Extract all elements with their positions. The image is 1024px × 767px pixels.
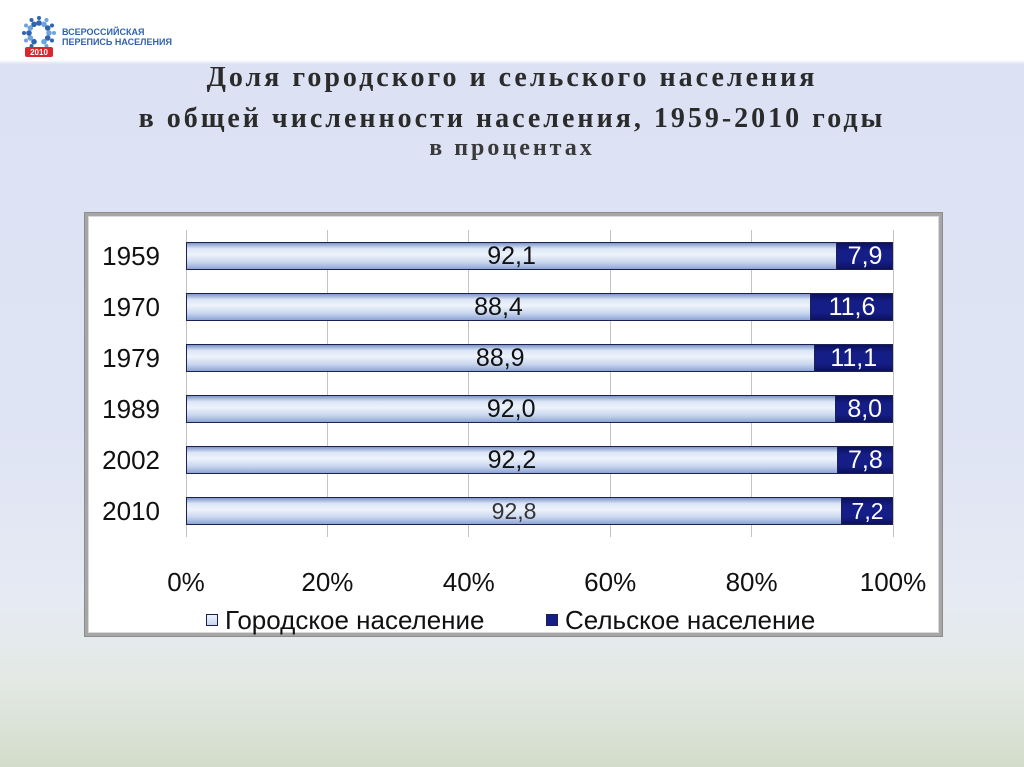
legend-label-rural: Сельское население (565, 605, 816, 635)
gridline (326, 230, 328, 537)
bar-rural (837, 241, 893, 270)
category-label: 1959 (102, 240, 160, 271)
logo-year-badge: 2010 (30, 48, 48, 57)
x-tick-label: 20% (301, 567, 354, 597)
chart-title-line-2: в общей численности населения, 1959-2010… (138, 103, 886, 134)
bar-rural (810, 292, 893, 321)
legend-marker-rural (546, 614, 558, 626)
data-label-urban: 88,4 (474, 292, 523, 321)
legend-item-urban: Городское население (206, 604, 485, 636)
logo-text-line-2: ПЕРЕПИСЬ НАСЕЛЕНИЯ (62, 37, 172, 47)
data-label-urban: 88,9 (475, 343, 525, 372)
bar-rural (842, 497, 893, 526)
gridline (468, 230, 470, 537)
x-tick-label: 60% (584, 567, 637, 597)
legend-label-urban: Городское население (225, 605, 485, 635)
bar-urban (186, 292, 811, 321)
category-label: 2002 (102, 445, 160, 476)
chart-subtitle: в процентах (429, 135, 595, 161)
logo-text-line-1: ВСЕРОССИЙСКАЯ (62, 27, 145, 37)
bar-urban (186, 446, 838, 475)
data-label-rural: 11,6 (828, 292, 876, 321)
x-tick-label: 40% (442, 567, 495, 597)
gridline (609, 230, 611, 537)
bar-rural (814, 343, 893, 372)
data-label-rural: 7,2 (851, 498, 884, 525)
category-label: 1989 (102, 394, 160, 425)
data-label-rural: 7,9 (847, 241, 883, 270)
category-label: 2010 (102, 496, 160, 527)
category-label: 1979 (102, 342, 160, 373)
data-label-rural: 7,8 (848, 446, 883, 475)
logo-text: ВСЕРОССИЙСКАЯ ПЕРЕПИСЬ НАСЕЛЕНИЯ (62, 27, 172, 47)
legend-item-rural: Сельское население (546, 604, 815, 636)
bar-rural (837, 446, 893, 475)
bar-urban (186, 497, 843, 526)
bar-rural (836, 395, 893, 424)
x-tick-label: 100% (859, 567, 927, 597)
x-tick-label: 80% (725, 567, 778, 597)
gridline (892, 230, 894, 537)
gridline (751, 230, 753, 537)
bar-urban (186, 395, 837, 424)
legend-marker-urban (206, 614, 218, 626)
gridline (185, 230, 187, 537)
data-label-rural: 8,0 (847, 395, 883, 424)
data-label-rural: 11,1 (830, 343, 878, 372)
chart-title-line-1: Доля городского и сельского населения (206, 62, 818, 93)
data-label-urban: 92,1 (487, 241, 536, 270)
chart-frame: 0% 20% 40% 60% 80% 100% 1959 92,1 7,9 1970 88,4 11,… (85, 213, 942, 636)
data-label-urban: 92,0 (486, 395, 536, 424)
bar-urban (186, 343, 815, 372)
data-label-urban: 92,8 (491, 498, 537, 525)
bar-urban (186, 241, 838, 270)
category-label: 1970 (102, 291, 160, 322)
census-logo-icon: 2010 (22, 16, 56, 57)
data-label-urban: 92,2 (487, 446, 537, 475)
plot-area: 0% 20% 40% 60% 80% 100% 1959 92,1 7,9 1970 88,4 11,… (102, 230, 926, 597)
x-tick-label: 0% (167, 567, 205, 597)
